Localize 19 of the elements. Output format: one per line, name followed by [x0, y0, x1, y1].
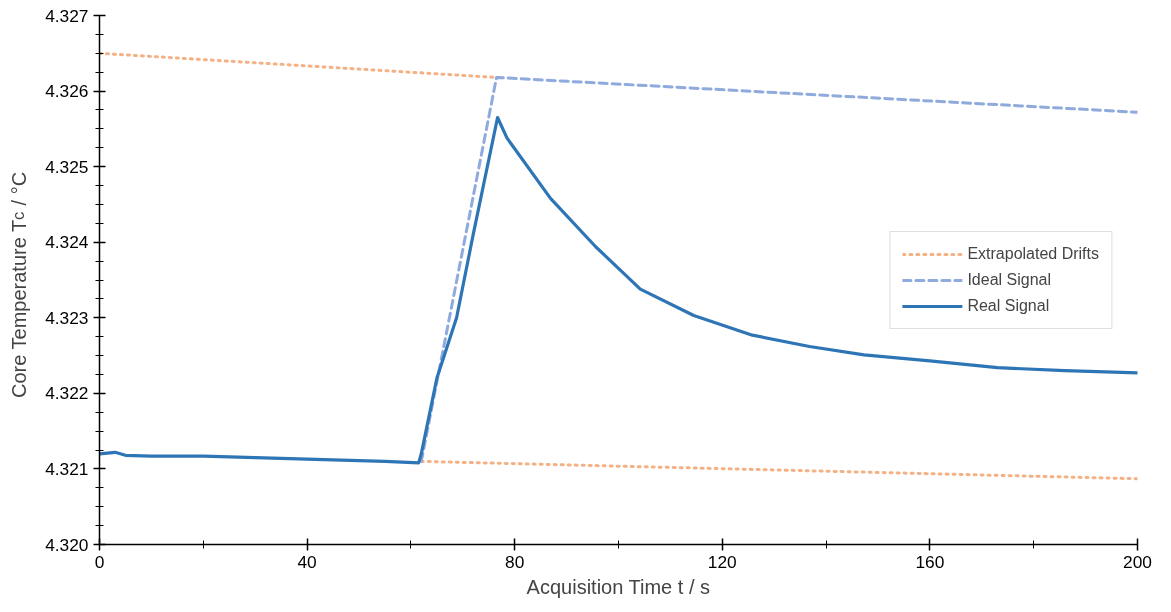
legend-label: Ideal Signal: [967, 270, 1052, 289]
y-tick-label: 4.321: [45, 458, 89, 479]
x-tick-label: 40: [297, 551, 317, 572]
y-tick-label: 4.323: [45, 307, 89, 328]
y-tick-label: 4.320: [45, 534, 89, 555]
y-tick-label: 4.322: [45, 383, 89, 404]
x-tick-label: 0: [94, 551, 105, 572]
x-tick-label: 120: [707, 551, 737, 572]
y-tick-label: 4.327: [45, 5, 89, 26]
y-tick-label: 4.326: [45, 81, 89, 102]
y-tick-label: 4.325: [45, 156, 89, 177]
x-tick-label: 160: [915, 551, 945, 572]
x-axis-title: Acquisition Time t / s: [526, 575, 711, 598]
x-tick-label: 200: [1123, 551, 1152, 572]
y-tick-label: 4.324: [45, 232, 89, 253]
legend-label: Extrapolated Drifts: [967, 244, 1099, 263]
line-series: [99, 115, 1138, 465]
x-tick-label: 80: [505, 551, 525, 572]
legend-label: Real Signal: [967, 296, 1050, 315]
